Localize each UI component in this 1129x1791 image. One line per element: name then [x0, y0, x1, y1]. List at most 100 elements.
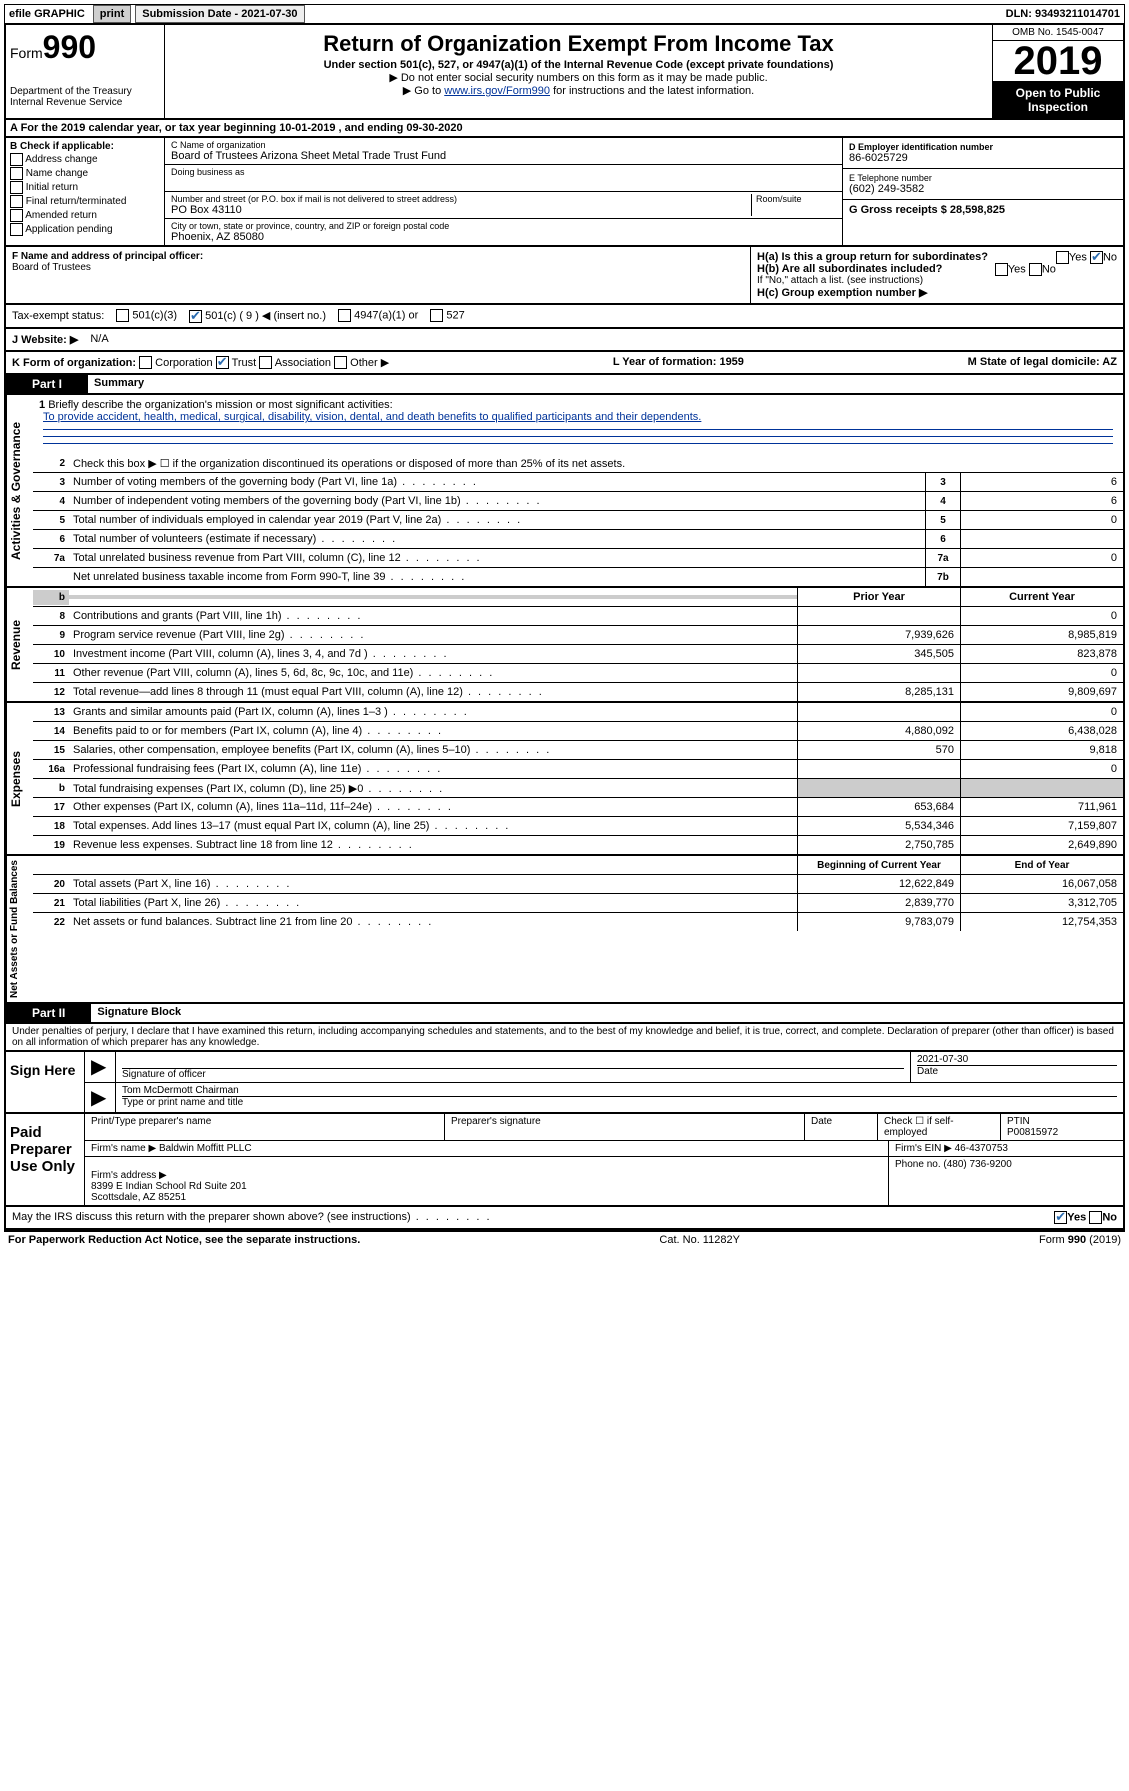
cb-final[interactable]: Final return/terminated: [10, 195, 160, 208]
tax-period: A For the 2019 calendar year, or tax yea…: [4, 120, 1125, 138]
table-row: 4Number of independent voting members of…: [33, 492, 1123, 511]
header-right: OMB No. 1545-0047 2019 Open to Public In…: [992, 25, 1123, 118]
box-f: F Name and address of principal officer:…: [6, 247, 750, 303]
org-street: PO Box 43110: [171, 204, 751, 216]
vlabel-net: Net Assets or Fund Balances: [6, 856, 33, 1002]
table-row: 12Total revenue—add lines 8 through 11 (…: [33, 683, 1123, 701]
cb-trust[interactable]: Trust: [216, 357, 257, 369]
cb-name[interactable]: Name change: [10, 167, 160, 180]
officer-name-title: Tom McDermott Chairman: [122, 1085, 1117, 1097]
table-row: 18Total expenses. Add lines 13–17 (must …: [33, 817, 1123, 836]
cb-discuss-no[interactable]: [1089, 1211, 1102, 1224]
table-row: 7aTotal unrelated business revenue from …: [33, 549, 1123, 568]
cb-4947[interactable]: 4947(a)(1) or: [338, 309, 418, 322]
section-expenses: Expenses 13Grants and similar amounts pa…: [4, 703, 1125, 856]
tax-exempt-row: Tax-exempt status: 501(c)(3) 501(c) ( 9 …: [4, 305, 1125, 329]
firm-address: 8399 E Indian School Rd Suite 201 Scotts…: [91, 1181, 247, 1203]
irs-link[interactable]: www.irs.gov/Form990: [444, 85, 550, 97]
open-public-badge: Open to Public Inspection: [993, 82, 1123, 118]
form-header: Form990 Department of the Treasury Inter…: [4, 24, 1125, 120]
perjury-text: Under penalties of perjury, I declare th…: [4, 1024, 1125, 1052]
form-number: 990: [43, 29, 96, 65]
org-info-row: B Check if applicable: Address change Na…: [4, 138, 1125, 247]
ptin: P00815972: [1007, 1127, 1058, 1138]
section-revenue: Revenue b Prior Year Current Year 8Contr…: [4, 588, 1125, 703]
note-ssn: ▶ Do not enter social security numbers o…: [169, 71, 988, 84]
gross-receipts: G Gross receipts $ 28,598,825: [849, 204, 1117, 216]
year-formation: L Year of formation: 1959: [613, 356, 744, 368]
sig-date: 2021-07-30: [917, 1054, 1117, 1066]
table-row: 22Net assets or fund balances. Subtract …: [33, 913, 1123, 931]
cb-other[interactable]: Other ▶: [334, 357, 389, 369]
cb-initial[interactable]: Initial return: [10, 181, 160, 194]
vlabel-rev: Revenue: [6, 588, 33, 701]
section-governance: Activities & Governance 1 Briefly descri…: [4, 395, 1125, 588]
cb-501c3[interactable]: 501(c)(3): [116, 309, 177, 322]
officer-group-row: F Name and address of principal officer:…: [4, 247, 1125, 305]
vlabel-gov: Activities & Governance: [6, 395, 33, 586]
section-netassets: Net Assets or Fund Balances Beginning of…: [4, 856, 1125, 1004]
cb-527[interactable]: 527: [430, 309, 464, 322]
cb-corp[interactable]: Corporation: [139, 357, 213, 369]
cb-501c[interactable]: 501(c) ( 9 ) ◀ (insert no.): [189, 309, 326, 323]
table-row: 14Benefits paid to or for members (Part …: [33, 722, 1123, 741]
part2-header: Part II Signature Block: [4, 1004, 1125, 1024]
cb-assoc[interactable]: Association: [259, 357, 331, 369]
kform-row: K Form of organization: Corporation Trus…: [4, 352, 1125, 376]
box-b: B Check if applicable: Address change Na…: [6, 138, 165, 245]
header-left: Form990 Department of the Treasury Inter…: [6, 25, 165, 118]
dln: DLN: 93493211014701: [1006, 8, 1124, 20]
box-c: C Name of organization Board of Trustees…: [165, 138, 842, 245]
firm-phone: (480) 736-9200: [943, 1159, 1011, 1170]
paid-preparer-row: Paid Preparer Use Only Print/Type prepar…: [4, 1114, 1125, 1207]
form-subtitle: Under section 501(c), 527, or 4947(a)(1)…: [169, 59, 988, 71]
table-row: 16aProfessional fundraising fees (Part I…: [33, 760, 1123, 779]
print-button[interactable]: print: [93, 5, 131, 23]
header-mid: Return of Organization Exempt From Incom…: [165, 25, 992, 118]
efile-label: efile GRAPHIC: [5, 6, 89, 22]
phone: (602) 249-3582: [849, 183, 1117, 195]
table-row: 5Total number of individuals employed in…: [33, 511, 1123, 530]
table-row: Net unrelated business taxable income fr…: [33, 568, 1123, 586]
org-city: Phoenix, AZ 85080: [171, 231, 836, 243]
dept-label: Department of the Treasury Internal Reve…: [10, 86, 160, 108]
top-bar: efile GRAPHIC print Submission Date - 20…: [4, 4, 1125, 24]
cb-amended[interactable]: Amended return: [10, 209, 160, 222]
state-domicile: M State of legal domicile: AZ: [968, 356, 1117, 368]
table-row: 10Investment income (Part VIII, column (…: [33, 645, 1123, 664]
footer: For Paperwork Reduction Act Notice, see …: [4, 1230, 1125, 1248]
tax-year: 2019: [993, 41, 1123, 82]
table-row: 3Number of voting members of the governi…: [33, 473, 1123, 492]
table-row: 6Total number of volunteers (estimate if…: [33, 530, 1123, 549]
org-name: Board of Trustees Arizona Sheet Metal Tr…: [171, 150, 836, 162]
table-row: 13Grants and similar amounts paid (Part …: [33, 703, 1123, 722]
table-row: 15Salaries, other compensation, employee…: [33, 741, 1123, 760]
website-row: J Website: ▶ N/A: [4, 329, 1125, 352]
table-row: 11Other revenue (Part VIII, column (A), …: [33, 664, 1123, 683]
table-row: 17Other expenses (Part IX, column (A), l…: [33, 798, 1123, 817]
part1-header: Part I Summary: [4, 375, 1125, 395]
vlabel-exp: Expenses: [6, 703, 33, 854]
firm-name: Baldwin Moffitt PLLC: [159, 1143, 252, 1154]
cb-pending[interactable]: Application pending: [10, 223, 160, 236]
table-row: bTotal fundraising expenses (Part IX, co…: [33, 779, 1123, 798]
cb-address[interactable]: Address change: [10, 153, 160, 166]
note-goto: ▶ Go to www.irs.gov/Form990 for instruct…: [169, 84, 988, 97]
sign-here-row: Sign Here ▶ Signature of officer 2021-07…: [4, 1052, 1125, 1114]
table-row: 8Contributions and grants (Part VIII, li…: [33, 607, 1123, 626]
box-h: H(a) Is this a group return for subordin…: [750, 247, 1123, 303]
form-title: Return of Organization Exempt From Incom…: [169, 31, 988, 57]
mission-text: To provide accident, health, medical, su…: [39, 411, 705, 423]
officer-name: Board of Trustees: [12, 262, 744, 273]
discuss-row: May the IRS discuss this return with the…: [4, 1207, 1125, 1230]
box-d: D Employer identification number 86-6025…: [842, 138, 1123, 245]
website-value: N/A: [90, 333, 108, 345]
table-row: 19Revenue less expenses. Subtract line 1…: [33, 836, 1123, 854]
table-row: 20Total assets (Part X, line 16)12,622,8…: [33, 875, 1123, 894]
table-row: 9Program service revenue (Part VIII, lin…: [33, 626, 1123, 645]
table-row: 21Total liabilities (Part X, line 26)2,8…: [33, 894, 1123, 913]
cb-discuss-yes[interactable]: [1054, 1211, 1067, 1224]
ein: 86-6025729: [849, 152, 1117, 164]
firm-ein: 46-4370753: [955, 1143, 1008, 1154]
submission-date: Submission Date - 2021-07-30: [135, 5, 304, 23]
